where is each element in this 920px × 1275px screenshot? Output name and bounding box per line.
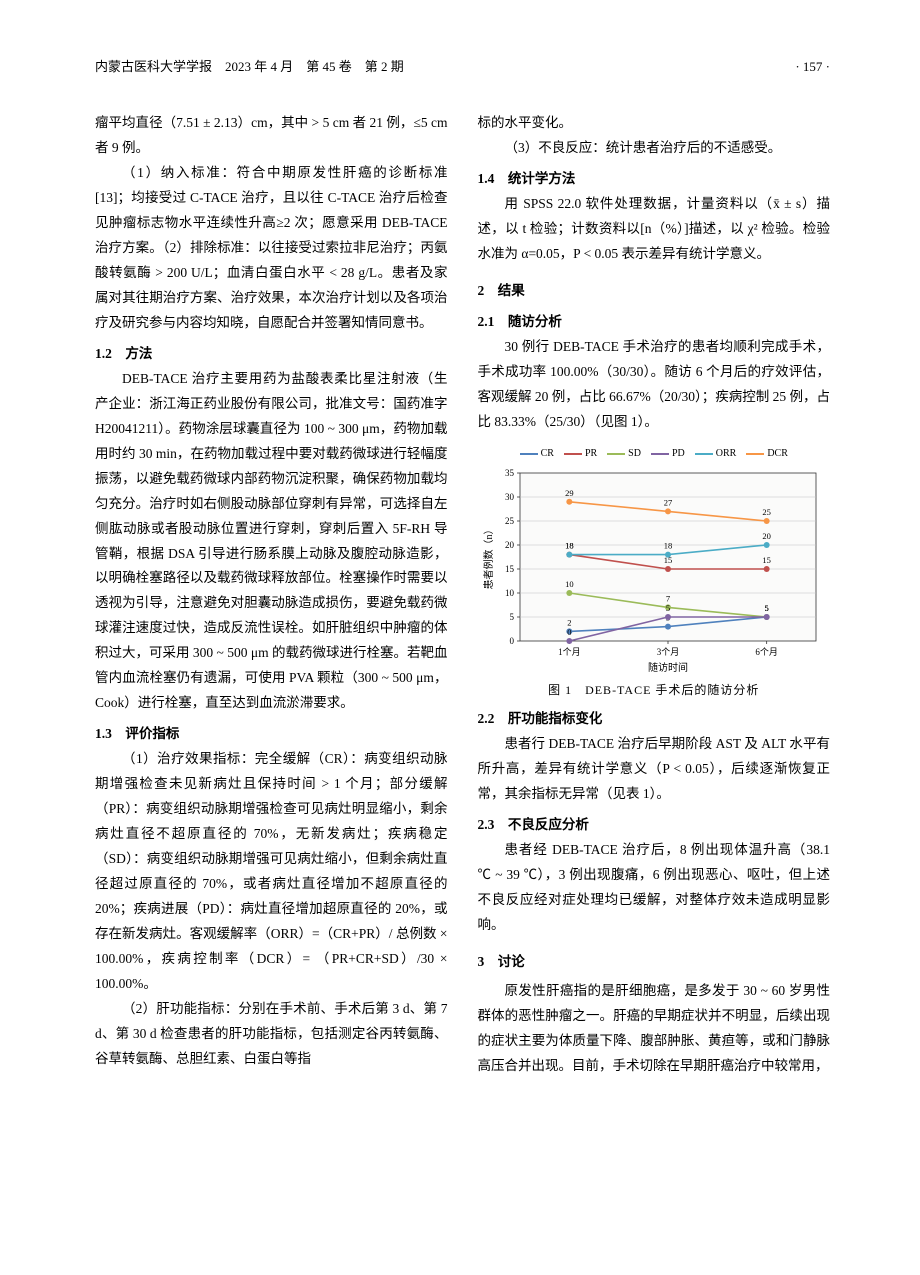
svg-text:15: 15: [505, 564, 515, 574]
para: 瘤平均直径（7.51 ± 2.13）cm，其中 > 5 cm 者 21 例，≤5…: [95, 111, 448, 161]
svg-text:29: 29: [565, 488, 574, 498]
two-column-layout: 瘤平均直径（7.51 ± 2.13）cm，其中 > 5 cm 者 21 例，≤5…: [95, 111, 830, 1079]
svg-text:随访时间: 随访时间: [648, 661, 688, 674]
header-right: · 157 ·: [795, 55, 830, 79]
svg-text:5: 5: [665, 603, 669, 613]
legend-label: DCR: [767, 445, 788, 464]
heading-1-3: 1.3 评价指标: [95, 722, 448, 747]
heading-2-1: 2.1 随访分析: [478, 310, 831, 335]
legend-swatch: [746, 453, 764, 455]
para: 标的水平变化。: [478, 111, 831, 136]
heading-2-3: 2.3 不良反应分析: [478, 813, 831, 838]
legend-swatch: [520, 453, 538, 455]
svg-text:5: 5: [764, 603, 768, 613]
legend-swatch: [564, 453, 582, 455]
svg-text:3个月: 3个月: [656, 647, 679, 657]
svg-text:10: 10: [505, 588, 515, 598]
svg-text:0: 0: [509, 636, 514, 646]
figure-caption: 图 1 DEB-TACE 手术后的随访分析: [478, 679, 831, 701]
svg-text:10: 10: [565, 579, 574, 589]
para: （1）纳入标准：符合中期原发性肝癌的诊断标准[13]；均接受过 C-TACE 治…: [95, 161, 448, 336]
svg-text:患者例数（n）: 患者例数（n）: [482, 525, 495, 590]
svg-text:20: 20: [762, 531, 771, 541]
legend-item: SD: [607, 445, 641, 464]
svg-text:25: 25: [505, 516, 515, 526]
para: 患者经 DEB-TACE 治疗后，8 例出现体温升高（38.1 ℃ ~ 39 ℃…: [478, 838, 831, 938]
svg-text:20: 20: [505, 540, 515, 550]
svg-text:25: 25: [762, 507, 771, 517]
legend-item: DCR: [746, 445, 788, 464]
svg-text:27: 27: [663, 498, 672, 508]
svg-text:30: 30: [505, 492, 515, 502]
svg-text:1个月: 1个月: [558, 647, 581, 657]
legend-label: PD: [672, 445, 685, 464]
legend-swatch: [695, 453, 713, 455]
para: 患者行 DEB-TACE 治疗后早期阶段 AST 及 ALT 水平有所升高，差异…: [478, 732, 831, 807]
para: （3）不良反应：统计患者治疗后的不适感受。: [478, 136, 831, 161]
legend-swatch: [651, 453, 669, 455]
svg-text:35: 35: [505, 468, 515, 478]
para: 原发性肝癌指的是肝细胞癌，是多发于 30 ~ 60 岁男性群体的恶性肿瘤之一。肝…: [478, 979, 831, 1079]
svg-text:7: 7: [665, 594, 669, 604]
svg-text:6个月: 6个月: [755, 647, 778, 657]
svg-text:0: 0: [567, 627, 571, 637]
para: 用 SPSS 22.0 软件处理数据，计量资料以（x̄ ± s）描述，以 t 检…: [478, 192, 831, 267]
legend-swatch: [607, 453, 625, 455]
para: （1）治疗效果指标：完全缓解（CR）：病变组织动脉期增强检查未见新病灶且保持时间…: [95, 747, 448, 997]
heading-2-2: 2.2 肝功能指标变化: [478, 707, 831, 732]
heading-1-4: 1.4 统计学方法: [478, 167, 831, 192]
para: 30 例行 DEB-TACE 手术治疗的患者均顺利完成手术，手术成功率 100.…: [478, 335, 831, 435]
line-chart: 051015202530351个月3个月6个月随访时间患者例数（n）235181…: [478, 465, 828, 675]
heading-3: 3 讨论: [478, 950, 831, 975]
heading-1-2: 1.2 方法: [95, 342, 448, 367]
para: DEB-TACE 治疗主要用药为盐酸表柔比星注射液（生产企业：浙江海正药业股份有…: [95, 367, 448, 717]
para: （2）肝功能指标：分别在手术前、手术后第 3 d、第 7 d、第 30 d 检查…: [95, 997, 448, 1072]
page-header: 内蒙古医科大学学报 2023 年 4 月 第 45 卷 第 2 期 · 157 …: [95, 55, 830, 83]
heading-2: 2 结果: [478, 279, 831, 304]
chart-legend: CR PR SD PD ORR DCR: [478, 445, 831, 464]
header-left: 内蒙古医科大学学报 2023 年 4 月 第 45 卷 第 2 期: [95, 55, 404, 79]
svg-text:5: 5: [509, 612, 514, 622]
legend-label: PR: [585, 445, 597, 464]
figure-1: CRPRSDPDORRDCR 051015202530351个月3个月6个月随访…: [478, 445, 831, 702]
svg-text:18: 18: [565, 541, 574, 551]
legend-item: CR: [520, 445, 554, 464]
svg-text:2: 2: [567, 618, 571, 628]
left-column: 瘤平均直径（7.51 ± 2.13）cm，其中 > 5 cm 者 21 例，≤5…: [95, 111, 448, 1079]
legend-label: ORR: [716, 445, 737, 464]
legend-label: CR: [541, 445, 554, 464]
svg-text:18: 18: [663, 541, 672, 551]
legend-item: PD: [651, 445, 685, 464]
legend-item: ORR: [695, 445, 737, 464]
legend-label: SD: [628, 445, 641, 464]
svg-text:15: 15: [762, 555, 771, 565]
legend-item: PR: [564, 445, 597, 464]
right-column: 标的水平变化。 （3）不良反应：统计患者治疗后的不适感受。 1.4 统计学方法 …: [478, 111, 831, 1079]
